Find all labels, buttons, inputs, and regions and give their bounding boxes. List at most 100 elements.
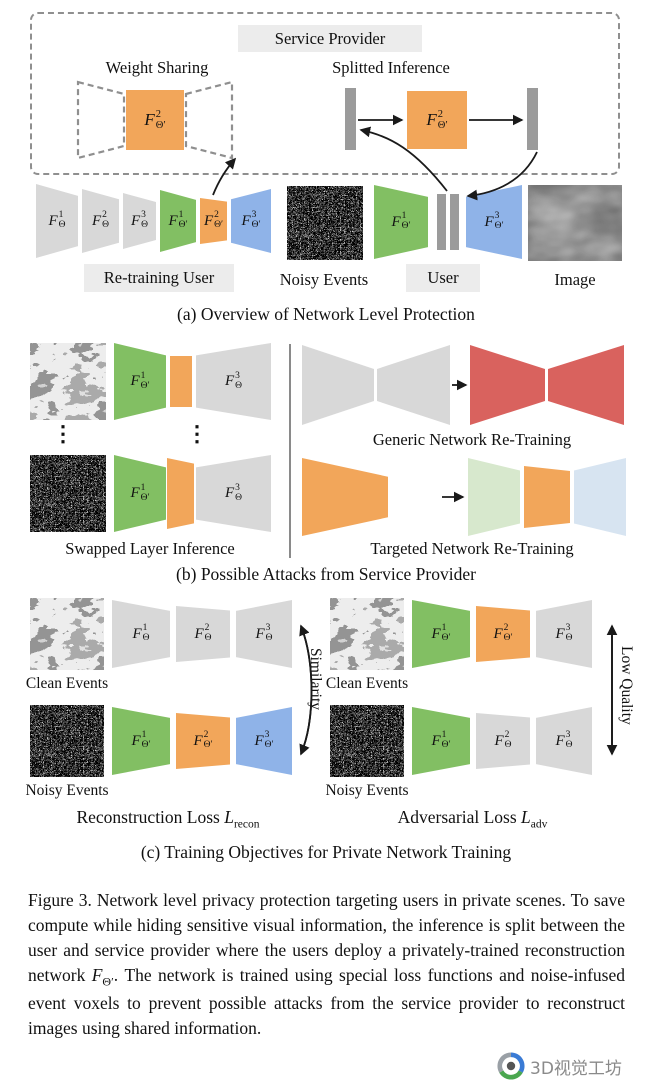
targeted-retraining-label: Targeted Network Re-Training <box>370 539 574 558</box>
f-symbol: F <box>144 110 155 129</box>
f-sub: Θ′ <box>503 633 513 643</box>
f-scripts: 3 Θ′ <box>495 211 504 232</box>
f-sub: Θ <box>565 633 573 643</box>
f-sup: 3 <box>265 623 271 634</box>
f-scripts: 1 Θ′ <box>141 730 151 751</box>
user-decoder-layer: F 3 Θ′ <box>466 185 522 259</box>
f-symbol: F <box>241 212 251 229</box>
layer-label: F 2 Θ′ <box>203 210 224 231</box>
f-symbol: F <box>130 212 141 229</box>
f-scripts: 1 Θ′ <box>141 483 150 504</box>
loss-text: Reconstruction Loss <box>76 807 225 827</box>
f-sub: Θ <box>142 633 150 643</box>
f-sub: Θ′ <box>178 220 188 230</box>
generic-retrained-encoder <box>470 345 545 425</box>
clean-events-image-c-left <box>30 598 104 670</box>
f-scripts: 1 Θ′ <box>140 370 150 392</box>
f-sub: Θ′ <box>203 740 213 750</box>
f-sup: 2 <box>155 108 161 120</box>
reconstruction-loss-label: Reconstruction Loss Lrecon <box>20 807 316 831</box>
f-symbol: F <box>555 625 565 642</box>
f-symbol: F <box>132 625 142 642</box>
noisy-events-label-left: Noisy Events <box>25 782 109 799</box>
caption-math-sub: Θ′ <box>102 974 114 989</box>
loss-symbol: L <box>521 807 531 827</box>
noisy-events-image-b2 <box>30 455 106 532</box>
layer-label: F 2 Θ′ <box>493 623 513 644</box>
f-sub: Θ <box>102 220 110 230</box>
f-sub: Θ′ <box>140 380 150 391</box>
f-sub: Θ′ <box>441 740 451 750</box>
swapped-orange-layer-row1 <box>170 356 192 407</box>
loss-symbol: L <box>224 807 234 827</box>
f-sup: 3 <box>235 482 240 493</box>
f-sub: Θ <box>204 633 212 643</box>
panel-b-caption: (b) Possible Attacks from Service Provid… <box>176 564 476 584</box>
generic-retrained-decoder <box>548 345 624 425</box>
generic-source-decoder <box>377 345 450 425</box>
f-sup: 1 <box>401 211 407 222</box>
f-sub: Θ <box>265 633 273 643</box>
f-sub: Θ′ <box>141 740 151 750</box>
f-sub: Θ <box>235 380 243 391</box>
watermark-text: 3D视觉工坊 <box>530 1058 622 1079</box>
loss-sub: adv <box>530 818 548 831</box>
recon-bottom-layer-2: F 2 Θ′ <box>176 713 230 769</box>
noisy-events-image-c-right <box>330 705 404 777</box>
f-sup: 2 <box>204 623 210 634</box>
low-quality-label: Low Quality <box>618 646 635 725</box>
f-sup: 1 <box>441 730 447 741</box>
f-sub: Θ′ <box>214 220 224 230</box>
retraining-user-label: Re-training User <box>103 268 215 287</box>
f-symbol: F <box>193 732 203 749</box>
f-sup: 3 <box>565 730 571 741</box>
clean-events-image-c-right <box>330 598 404 670</box>
f-scripts: 2 Θ′ <box>503 623 513 644</box>
clean-events-image-b1 <box>30 343 106 420</box>
f-sup: 2 <box>504 730 510 741</box>
swapped-layer-inference-label: Swapped Layer Inference <box>65 539 235 558</box>
watermark-logo-icon <box>497 1052 525 1080</box>
f-sup: 2 <box>503 623 509 634</box>
f-sup: 2 <box>203 730 209 741</box>
panel-c-caption: (c) Training Objectives for Private Netw… <box>140 842 512 862</box>
f-symbol: F <box>131 732 141 749</box>
f-symbol: F <box>168 212 178 229</box>
adv-top-layer-1: F 1 Θ′ <box>412 600 470 668</box>
retrain-layer-f2-theta-prime: F 2 Θ′ <box>200 198 227 244</box>
f-sup: 1 <box>141 730 147 741</box>
generic-retraining-label: Generic Network Re-Training <box>372 430 572 449</box>
f-sup: 1 <box>142 623 148 634</box>
f-sup: 2 <box>437 108 443 120</box>
figure-caption: Figure 3. Network level privacy protecti… <box>28 888 625 1041</box>
f-symbol: F <box>203 212 214 229</box>
panel-a-caption: (a) Overview of Network Level Protection <box>177 304 475 324</box>
targeted-retrained-middle <box>524 466 570 528</box>
loss-text: Adversarial Loss <box>397 807 522 827</box>
f-sup: 1 <box>140 370 146 381</box>
clean-events-label-right: Clean Events <box>325 675 409 692</box>
swapped-encoder-row1: F 1 Θ′ <box>114 343 166 420</box>
f-symbol: F <box>130 373 140 389</box>
f-sub: Θ <box>141 220 149 230</box>
layer-label: F 1 Θ′ <box>431 730 451 751</box>
targeted-retrained-encoder <box>468 458 520 536</box>
